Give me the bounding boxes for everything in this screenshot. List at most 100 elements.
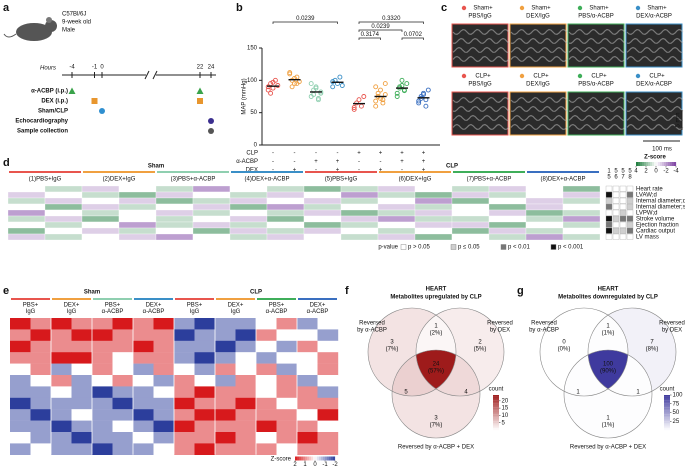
heatmap-cell — [118, 215, 157, 223]
heatmap-cell — [377, 203, 416, 211]
heatmap-cell — [71, 375, 93, 387]
echo-texture — [626, 46, 684, 53]
heatmap-cell — [414, 203, 453, 211]
depth-scale: 5 mm — [676, 112, 682, 127]
event-marker — [91, 98, 98, 104]
heatmap-cell — [276, 352, 298, 364]
colorbar-tick-label: 5 — [502, 420, 506, 426]
heatmap-cell — [192, 221, 231, 229]
colorbar-step — [664, 424, 670, 427]
colorbar-step — [660, 162, 663, 166]
heatmap-cell — [562, 197, 601, 205]
p-cell — [612, 209, 620, 216]
p-cell — [605, 209, 613, 216]
heatmap-cell — [303, 197, 342, 205]
colorbar-step — [493, 428, 499, 431]
heatmap-cell — [303, 203, 342, 211]
heatmap-cell — [266, 191, 305, 199]
colorbar-tick-label: 20 — [502, 398, 509, 404]
venn-title: Metabolites upregulated by CLP — [390, 295, 481, 301]
heatmap-cell — [92, 352, 113, 364]
image-title: DEX/IgG — [526, 14, 550, 20]
p-cell — [605, 221, 613, 228]
y-tick-label: 0 — [254, 143, 258, 149]
heatmap-cell — [215, 409, 236, 421]
data-point — [289, 84, 295, 90]
p-value: 0.0239 — [296, 16, 315, 22]
echo-texture — [568, 46, 626, 53]
condition-sign: - — [272, 159, 274, 165]
colorbar-step — [664, 396, 670, 399]
heatmap-cell — [192, 203, 231, 211]
heatmap-cell — [229, 191, 268, 199]
heatmap-cell — [133, 363, 154, 376]
heatmap-cell — [256, 443, 277, 455]
heatmap-cell — [81, 197, 120, 205]
heatmap-cell — [488, 221, 527, 229]
condition-sign: + — [379, 151, 383, 157]
colorbar-step — [493, 409, 499, 411]
group-label: DEX+ — [310, 303, 326, 309]
heatmap-cell — [451, 215, 490, 223]
heatmap-cell — [451, 233, 490, 241]
heatmap-cell — [71, 363, 93, 376]
p-cell — [605, 191, 613, 198]
condition-sign: - — [358, 168, 360, 174]
colorbar-step — [664, 412, 670, 415]
comparison-label: 1 — [607, 169, 611, 175]
colorbar-step — [493, 410, 499, 413]
heatmap-cell — [112, 420, 134, 433]
colorbar-step — [493, 423, 499, 425]
heatmap-cell — [118, 221, 157, 229]
heatmap-cell — [10, 386, 31, 398]
heatmap-cell — [10, 443, 31, 455]
venn-title: HEART — [598, 287, 619, 293]
heatmap-cell — [133, 352, 154, 364]
heatmap-cell — [81, 215, 120, 223]
p-cell — [612, 197, 620, 204]
heatmap-cell — [133, 432, 154, 444]
colorbar-step — [301, 456, 304, 461]
heatmap-cell — [10, 397, 31, 410]
set-label: Reversed — [659, 321, 685, 327]
heatmap-cell — [71, 420, 93, 433]
set-label: by DEX — [490, 328, 510, 334]
p-cell — [612, 185, 620, 192]
data-point — [373, 98, 379, 104]
count-title: count — [489, 387, 504, 393]
heatmap-cell — [297, 363, 318, 376]
heatmap-cell — [71, 352, 93, 364]
heatmap-cell — [488, 215, 527, 223]
heatmap-cell — [525, 215, 564, 223]
heatmap-cell — [51, 352, 72, 364]
region-percent: (7%) — [430, 423, 443, 429]
heatmap-cell — [7, 227, 46, 235]
heatmap-cell — [297, 420, 318, 433]
row-label: Internal diameter;s — [636, 205, 685, 211]
heatmap-cell — [7, 233, 46, 241]
heatmap-cell — [297, 386, 318, 398]
heatmap-cell — [30, 363, 52, 376]
heatmap-cell — [297, 432, 318, 444]
comparison-label: 6 — [614, 175, 618, 181]
condition-sign: + — [293, 168, 297, 174]
heatmap-cell — [317, 409, 339, 421]
condition-sign: + — [422, 151, 426, 157]
heatmap-cell — [451, 227, 490, 235]
image-title: Sham+ — [473, 6, 493, 12]
pvalue-legend-label: p > 0.05 — [408, 245, 431, 251]
heatmap-cell — [118, 197, 157, 205]
heatmap-cell — [71, 432, 93, 444]
heatmap-cell — [118, 191, 157, 199]
p-cell — [619, 227, 627, 234]
heatmap-cell — [44, 227, 83, 235]
heatmap-cell — [112, 318, 134, 330]
condition-sign: + — [379, 168, 383, 174]
heatmap-cell — [51, 318, 72, 330]
heatmap-cell — [51, 340, 72, 353]
data-point — [294, 81, 300, 87]
heatmap-cell — [488, 203, 527, 211]
heatmap-cell — [192, 227, 231, 235]
heatmap-cell — [297, 375, 318, 387]
heatmap-cell — [229, 197, 268, 205]
